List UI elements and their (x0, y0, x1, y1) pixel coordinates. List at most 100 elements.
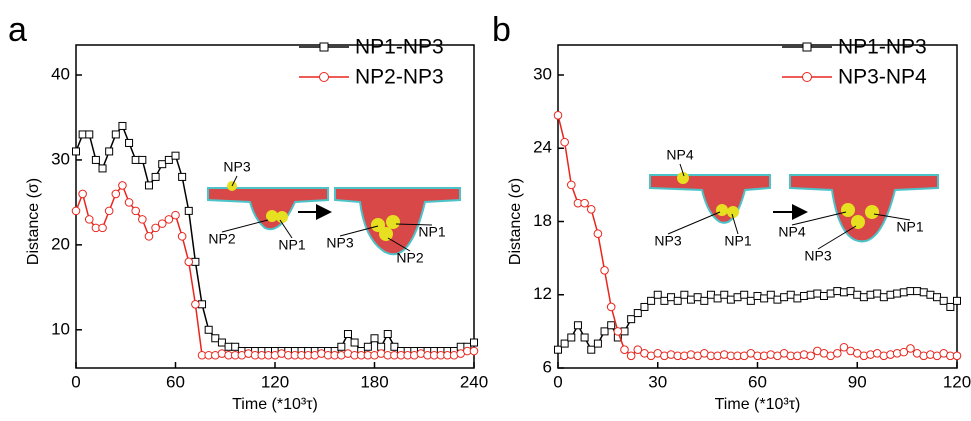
marker (593, 339, 602, 348)
marker (469, 346, 479, 356)
y-tick-label: 24 (533, 138, 552, 157)
marker (85, 130, 94, 139)
x-tick-label: 0 (553, 372, 562, 391)
x-axis-label: Time (*10³τ) (715, 396, 801, 413)
marker (713, 294, 722, 303)
panel-label: b (492, 11, 511, 49)
marker (753, 291, 762, 300)
marker (620, 345, 629, 354)
marker (793, 294, 802, 303)
marker (706, 290, 715, 299)
marker (71, 206, 81, 216)
annotation-pointer (221, 219, 269, 233)
marker (567, 333, 576, 342)
marker (383, 330, 392, 339)
marker (946, 302, 955, 311)
marker (363, 342, 372, 351)
annotation-pointer (817, 225, 857, 250)
annotation: NP1 (724, 233, 751, 249)
marker (873, 289, 882, 298)
marker (171, 151, 180, 160)
marker (98, 223, 107, 233)
legend-label: NP3-NP4 (838, 66, 927, 89)
marker (84, 215, 94, 224)
marker (600, 327, 609, 336)
marker (606, 302, 616, 312)
membrane (789, 174, 939, 243)
annotation-pointer (731, 213, 739, 235)
legend-marker (802, 42, 812, 52)
marker (673, 296, 682, 305)
marker (350, 338, 359, 347)
annotation: NP3 (654, 233, 681, 249)
marker (806, 351, 816, 361)
marker (191, 300, 200, 309)
marker (131, 206, 140, 216)
marker (939, 296, 948, 305)
marker (157, 219, 167, 228)
marker (111, 130, 120, 139)
y-tick-label: 12 (533, 284, 552, 303)
legend-marker (319, 42, 329, 52)
marker (913, 287, 922, 296)
annotation: NP1 (418, 224, 445, 240)
marker (178, 172, 187, 181)
marker (78, 189, 87, 199)
annotation-pointer (873, 213, 911, 221)
marker (158, 160, 167, 169)
marker (144, 181, 153, 190)
marker (839, 342, 849, 352)
marker (587, 345, 596, 354)
x-tick-label: 240 (460, 372, 488, 391)
marker (866, 290, 875, 299)
marker (144, 232, 154, 241)
y-tick-label: 30 (533, 64, 552, 83)
marker (104, 206, 114, 216)
marker (760, 294, 769, 303)
marker (217, 338, 226, 347)
marker (786, 290, 795, 299)
marker (560, 339, 569, 348)
marker (746, 296, 755, 305)
marker (607, 321, 616, 330)
marker (390, 342, 399, 351)
annotation-pointer (279, 219, 293, 239)
y-tick-label: 18 (533, 211, 552, 230)
y-tick-label: 10 (51, 319, 70, 338)
marker (580, 333, 589, 342)
annotation-pointer (679, 163, 685, 177)
marker (952, 351, 962, 361)
y-tick-label: 20 (51, 234, 70, 253)
annotation: NP3 (223, 159, 250, 175)
inset-images (207, 172, 939, 256)
marker (91, 155, 100, 164)
membrane (649, 174, 771, 224)
marker (470, 338, 478, 347)
annotation: NP3 (326, 235, 353, 251)
marker (700, 296, 709, 305)
marker (839, 288, 848, 297)
marker (919, 288, 928, 297)
marker (171, 210, 180, 220)
marker (627, 315, 636, 324)
marker (370, 334, 379, 343)
marker (184, 206, 193, 215)
marker (687, 295, 695, 304)
annotation-pointer (791, 211, 847, 226)
marker (893, 289, 902, 298)
y-tick-label: 30 (51, 149, 70, 168)
marker (899, 347, 909, 357)
marker (118, 121, 127, 130)
nanoparticle (266, 210, 278, 222)
annotation: NP4 (778, 224, 805, 240)
legend-label: NP1-NP3 (838, 36, 927, 59)
annotation: NP4 (666, 147, 693, 163)
annotation: NP2 (208, 231, 235, 247)
marker (105, 147, 114, 156)
marker (879, 293, 888, 302)
marker (820, 291, 828, 300)
x-tick-label: 120 (943, 372, 971, 391)
marker (633, 345, 643, 354)
y-tick-label: 40 (51, 64, 70, 83)
